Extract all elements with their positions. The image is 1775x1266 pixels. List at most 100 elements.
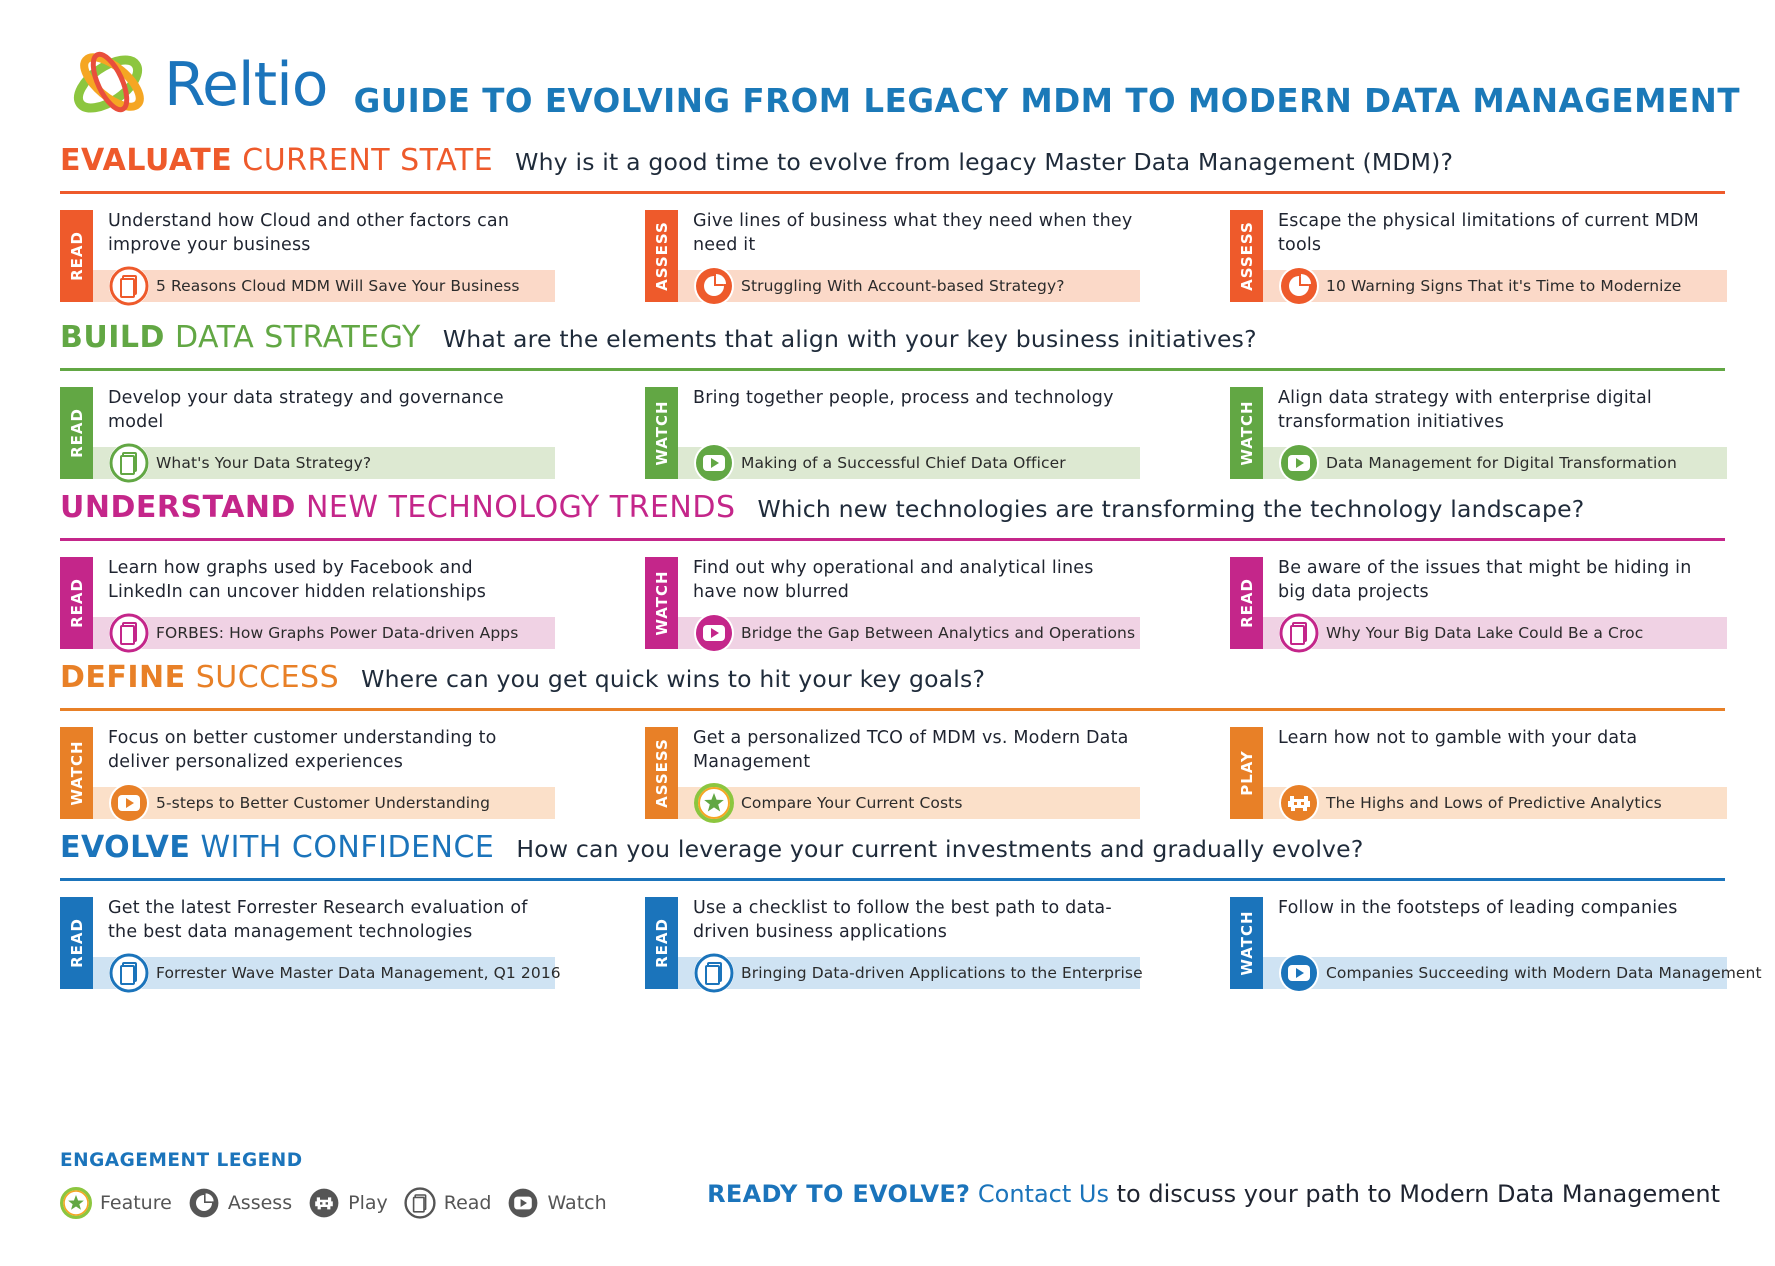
resource-link-label: Companies Succeeding with Modern Data Ma… <box>1326 964 1762 982</box>
resource-card: WATCH Align data strategy with enterprise… <box>1230 387 1727 483</box>
read-icon <box>694 953 734 993</box>
watch-icon <box>694 613 734 653</box>
resource-link-label: Compare Your Current Costs <box>741 794 963 812</box>
legend-item-label: Feature <box>100 1192 172 1214</box>
card-description: Escape the physical limitations of curre… <box>1278 211 1699 255</box>
resource-link[interactable]: FORBES: How Graphs Power Data-driven App… <box>93 613 555 653</box>
resource-link-label: Making of a Successful Chief Data Office… <box>741 454 1066 472</box>
card-description: Bring together people, process and techn… <box>693 388 1114 408</box>
engagement-tag-label: PLAY <box>1237 750 1256 796</box>
section-divider <box>60 878 1725 881</box>
resource-link[interactable]: Why Your Big Data Lake Could Be a Croc <box>1263 613 1727 653</box>
resource-card: ASSESS Escape the physical limitations of… <box>1230 210 1727 306</box>
engagement-tag-label: READ <box>67 408 86 458</box>
card-description: Get a personalized TCO of MDM vs. Modern… <box>693 728 1129 772</box>
resource-card: PLAY Learn how not to gamble with your da… <box>1230 727 1727 823</box>
resource-link[interactable]: The Highs and Lows of Predictive Analyti… <box>1263 783 1727 823</box>
watch-icon <box>109 783 149 823</box>
cta-text: to discuss your path to Modern Data Mana… <box>1116 1180 1720 1208</box>
legend-item-feature: Feature <box>60 1186 172 1220</box>
reltio-logo[interactable]: Reltio <box>60 38 380 128</box>
read-icon <box>109 613 149 653</box>
engagement-tag: WATCH <box>1230 387 1263 479</box>
watch-icon <box>1279 953 1319 993</box>
resource-card: ASSESS Get a personalized TCO of MDM vs. … <box>645 727 1140 823</box>
resource-link-label: The Highs and Lows of Predictive Analyti… <box>1326 794 1662 812</box>
engagement-tag: READ <box>60 897 93 989</box>
resource-link[interactable]: Bringing Data-driven Applications to the… <box>678 953 1143 993</box>
engagement-tag: READ <box>60 557 93 649</box>
legend-item-watch: Watch <box>507 1186 607 1220</box>
read-icon <box>1279 613 1319 653</box>
section-question: Why is it a good time to evolve from leg… <box>515 148 1454 176</box>
engagement-tag-label: ASSESS <box>652 221 671 291</box>
engagement-tag: ASSESS <box>1230 210 1263 302</box>
section-title-bold: EVALUATE <box>60 143 233 178</box>
resource-link[interactable]: Making of a Successful Chief Data Office… <box>678 443 1140 483</box>
resource-link[interactable]: Companies Succeeding with Modern Data Ma… <box>1263 953 1762 993</box>
section-divider <box>60 191 1725 194</box>
resource-link[interactable]: 5-steps to Better Customer Understanding <box>93 783 555 823</box>
engagement-tag-label: WATCH <box>1237 910 1256 976</box>
card-description: Focus on better customer understanding t… <box>108 728 497 772</box>
section-cards: READ Get the latest Forrester Research ev… <box>60 897 1762 993</box>
resource-link[interactable]: Bridge the Gap Between Analytics and Ope… <box>678 613 1140 653</box>
resource-link[interactable]: Struggling With Account-based Strategy? <box>678 266 1140 306</box>
resource-card: WATCH Bring together people, process and … <box>645 387 1140 483</box>
resource-link-label: Forrester Wave Master Data Management, Q… <box>156 964 561 982</box>
legend-item-play: Play <box>308 1186 388 1220</box>
engagement-tag: PLAY <box>1230 727 1263 819</box>
legend-item-label: Play <box>348 1192 388 1214</box>
resource-card: WATCH Focus on better customer understand… <box>60 727 555 823</box>
card-description: Learn how graphs used by Facebook and Li… <box>108 558 487 602</box>
resource-link-label: Bringing Data-driven Applications to the… <box>741 964 1143 982</box>
legend-title: ENGAGEMENT LEGEND <box>60 1150 303 1171</box>
card-description: Be aware of the issues that might be hid… <box>1278 558 1692 602</box>
resource-link-label: 10 Warning Signs That it's Time to Moder… <box>1326 277 1682 295</box>
section-title-rest: DATA STRATEGY <box>174 320 421 355</box>
section-title-rest: SUCCESS <box>195 660 340 695</box>
resource-link[interactable]: 5 Reasons Cloud MDM Will Save Your Busin… <box>93 266 555 306</box>
contact-us-link[interactable]: Contact Us <box>977 1180 1109 1208</box>
read-icon <box>109 953 149 993</box>
header: Reltio GUIDE TO EVOLVING FROM LEGACY MDM… <box>60 38 1740 128</box>
legend-item-label: Assess <box>227 1192 293 1214</box>
resource-card: READ Be aware of the issues that might be… <box>1230 557 1727 653</box>
engagement-legend: ENGAGEMENT LEGEND Feature Assess Play Read W… <box>60 1150 607 1219</box>
engagement-tag: READ <box>645 897 678 989</box>
engagement-tag-label: WATCH <box>67 740 86 806</box>
resource-link[interactable]: 10 Warning Signs That it's Time to Moder… <box>1263 266 1727 306</box>
section-title-rest: CURRENT STATE <box>242 143 494 178</box>
section-cards: READ Learn how graphs used by Facebook an… <box>60 557 1727 653</box>
resource-link[interactable]: Forrester Wave Master Data Management, Q… <box>93 953 561 993</box>
engagement-tag-label: WATCH <box>652 570 671 636</box>
resource-link-label: 5-steps to Better Customer Understanding <box>156 794 491 812</box>
section-question: What are the elements that align with yo… <box>442 325 1257 353</box>
section-divider <box>60 708 1725 711</box>
section-title-bold: DEFINE <box>60 660 186 695</box>
section-title-bold: UNDERSTAND <box>60 490 296 525</box>
resource-link[interactable]: What's Your Data Strategy? <box>93 443 555 483</box>
resource-link[interactable]: Data Management for Digital Transformati… <box>1263 443 1727 483</box>
section-define: DEFINE SUCCESS Where can you get quick wi… <box>60 660 1727 823</box>
section-header: BUILD DATA STRATEGY What are the elements… <box>60 320 1725 366</box>
play-icon <box>1279 783 1319 823</box>
logo-icon <box>73 51 144 113</box>
engagement-tag: WATCH <box>60 727 93 819</box>
engagement-tag-label: ASSESS <box>652 738 671 808</box>
section-evolve: EVOLVE WITH CONFIDENCE How can you levera… <box>60 830 1762 993</box>
engagement-tag: WATCH <box>645 557 678 649</box>
resource-card: WATCH Follow in the footsteps of leading … <box>1230 897 1762 993</box>
engagement-tag-label: WATCH <box>652 400 671 466</box>
resource-link[interactable]: Compare Your Current Costs <box>678 783 1140 823</box>
section-build: BUILD DATA STRATEGY What are the elements… <box>60 320 1727 483</box>
card-description: Find out why operational and analytical … <box>693 558 1094 602</box>
resource-link-label: What's Your Data Strategy? <box>156 454 372 472</box>
assess-icon <box>694 266 734 306</box>
section-evaluate: EVALUATE CURRENT STATE Why is it a good t… <box>60 143 1727 306</box>
section-question: How can you leverage your current invest… <box>516 835 1364 863</box>
section-title: DEFINE SUCCESS <box>60 660 339 695</box>
engagement-tag: WATCH <box>645 387 678 479</box>
section-cards: WATCH Focus on better customer understand… <box>60 727 1727 823</box>
watch-icon <box>694 443 734 483</box>
